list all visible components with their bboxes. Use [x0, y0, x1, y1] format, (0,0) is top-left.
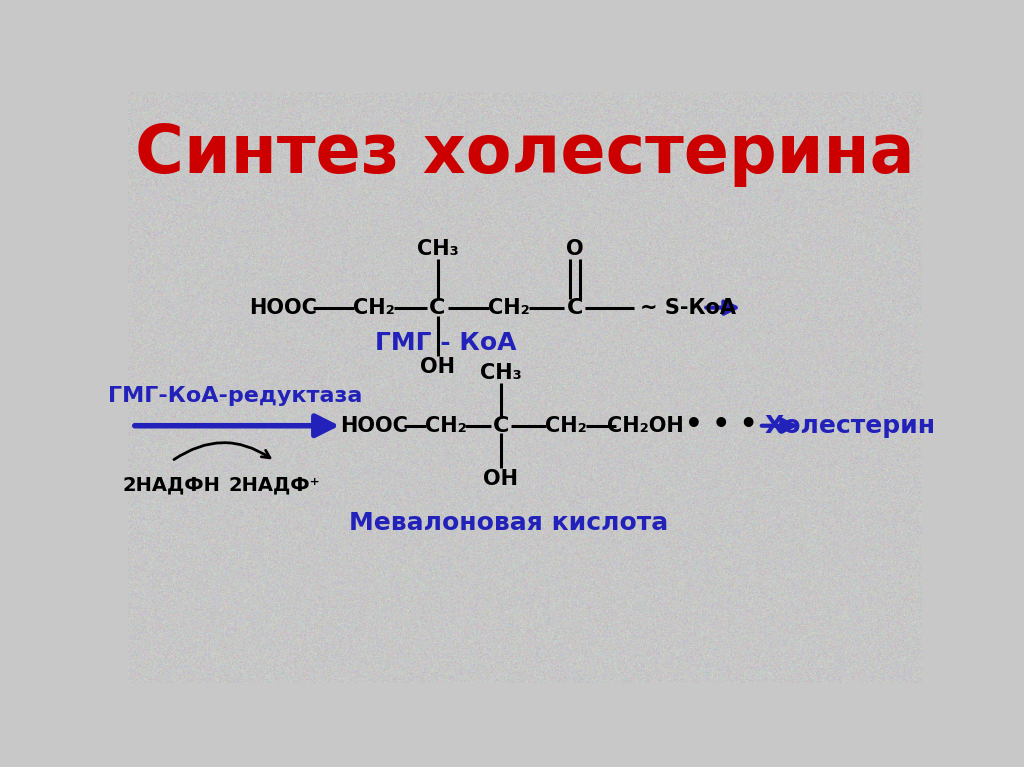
Text: C: C [566, 298, 583, 318]
Text: CH₃: CH₃ [480, 363, 522, 383]
Text: CH₂: CH₂ [545, 416, 587, 436]
Text: CH₂OH: CH₂OH [607, 416, 684, 436]
Text: CH₃: CH₃ [417, 239, 459, 258]
Text: CH₂: CH₂ [425, 416, 466, 436]
Text: Синтез холестерина: Синтез холестерина [135, 121, 914, 187]
Text: ~ S-КоА: ~ S-КоА [640, 298, 736, 318]
Text: НООС: НООС [340, 416, 408, 436]
Text: 2НАДФ⁺: 2НАДФ⁺ [229, 476, 321, 494]
Text: НООС: НООС [249, 298, 316, 318]
Text: OH: OH [483, 469, 518, 489]
Text: C: C [429, 298, 445, 318]
Text: ГМГ-КоА-редуктаза: ГМГ-КоА-редуктаза [108, 387, 362, 407]
Text: O: O [566, 239, 584, 258]
Text: C: C [493, 416, 509, 436]
Text: • • •: • • • [685, 410, 757, 439]
Text: CH₂: CH₂ [488, 298, 529, 318]
Text: ГМГ - КоА: ГМГ - КоА [375, 331, 516, 355]
Text: CH₂: CH₂ [353, 298, 395, 318]
Text: Холестерин: Холестерин [765, 413, 936, 438]
Text: Мевалоновая кислота: Мевалоновая кислота [349, 511, 669, 535]
Text: OH: OH [420, 357, 455, 377]
Text: 2НАДФН: 2НАДФН [123, 476, 220, 494]
